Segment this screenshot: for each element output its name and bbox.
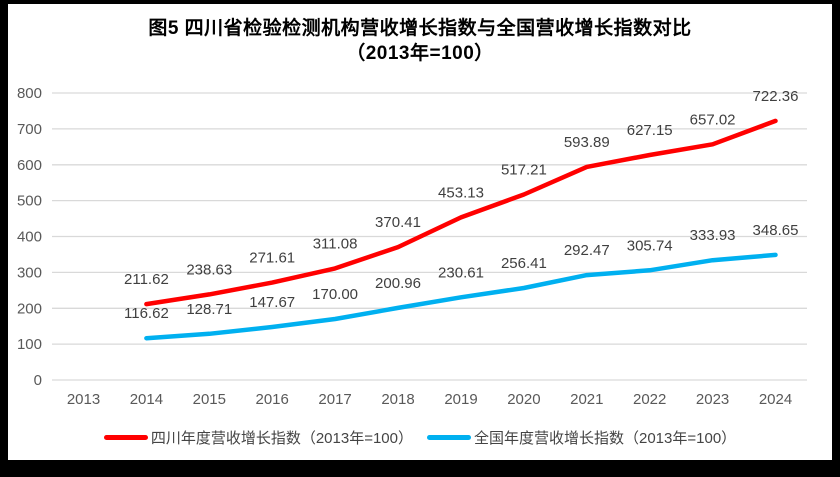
legend-label-national: 全国年度营收增长指数（2013年=100）	[474, 430, 737, 447]
y-tick-label: 0	[34, 372, 42, 389]
data-label: 170.00	[312, 286, 358, 303]
legend-item-national: 全国年度营收增长指数（2013年=100）	[427, 427, 736, 448]
data-label: 292.47	[564, 242, 610, 259]
x-tick-label: 2018	[381, 391, 414, 408]
chart-legend: 四川年度营收增长指数（2013年=100） 全国年度营收增长指数（2013年=1…	[8, 427, 832, 448]
x-tick-label: 2021	[570, 391, 603, 408]
y-tick-label: 200	[17, 300, 42, 317]
data-label: 116.62	[124, 305, 169, 322]
legend-item-sichuan: 四川年度营收增长指数（2013年=100）	[103, 427, 413, 448]
data-label: 722.36	[753, 88, 799, 105]
legend-swatch-national	[427, 435, 471, 440]
data-label: 333.93	[690, 227, 736, 244]
data-label: 256.41	[501, 255, 547, 272]
data-label: 211.62	[124, 271, 169, 288]
data-label: 593.89	[564, 134, 610, 151]
series-line	[144, 118, 778, 307]
chart-title-line2: （2013年=100）	[346, 43, 494, 64]
y-tick-label: 600	[17, 157, 42, 174]
x-tick-label: 2014	[130, 391, 163, 408]
data-label: 311.08	[313, 235, 358, 252]
y-tick-label: 100	[17, 336, 42, 353]
y-tick-label: 700	[17, 121, 42, 138]
data-label: 517.21	[501, 162, 547, 179]
y-tick-label: 300	[17, 264, 42, 281]
series-line	[144, 252, 778, 341]
data-label: 370.41	[375, 214, 421, 231]
data-label: 453.13	[438, 184, 484, 201]
x-tick-label: 2023	[696, 391, 729, 408]
chart-title-line1: 图5 四川省检验检测机构营收增长指数与全国营收增长指数对比	[148, 18, 692, 39]
x-tick-label: 2019	[444, 391, 477, 408]
x-tick-label: 2013	[67, 391, 100, 408]
x-tick-label: 2022	[633, 391, 666, 408]
legend-label-sichuan: 四川年度营收增长指数（2013年=100）	[150, 430, 413, 447]
x-tick-label: 2015	[193, 391, 226, 408]
line-chart: 0 100 200 300 400 500 600 700 800 2013 2014 2015 201…	[17, 85, 807, 408]
x-tick-label: 2020	[507, 391, 540, 408]
x-tick-label: 2017	[318, 391, 351, 408]
y-tick-label: 400	[17, 229, 42, 246]
legend-swatch-sichuan	[103, 435, 148, 440]
data-label: 128.71	[186, 301, 232, 318]
data-label: 657.02	[690, 111, 736, 128]
chart-canvas: 图5 四川省检验检测机构营收增长指数与全国营收增长指数对比 （2013年=100…	[8, 4, 832, 460]
x-tick-label: 2024	[759, 391, 792, 408]
data-label: 271.61	[249, 250, 295, 267]
y-tick-label: 800	[17, 85, 42, 102]
data-label: 200.96	[375, 275, 421, 292]
data-label: 348.65	[753, 222, 799, 239]
chart-title: 图5 四川省检验检测机构营收增长指数与全国营收增长指数对比 （2013年=100…	[8, 16, 832, 66]
data-label: 147.67	[249, 294, 295, 311]
y-tick-label: 500	[17, 193, 42, 210]
data-label: 305.74	[627, 237, 673, 254]
data-label: 230.61	[438, 264, 484, 281]
data-label: 627.15	[627, 122, 673, 139]
x-tick-label: 2016	[256, 391, 289, 408]
data-label: 238.63	[186, 261, 232, 278]
